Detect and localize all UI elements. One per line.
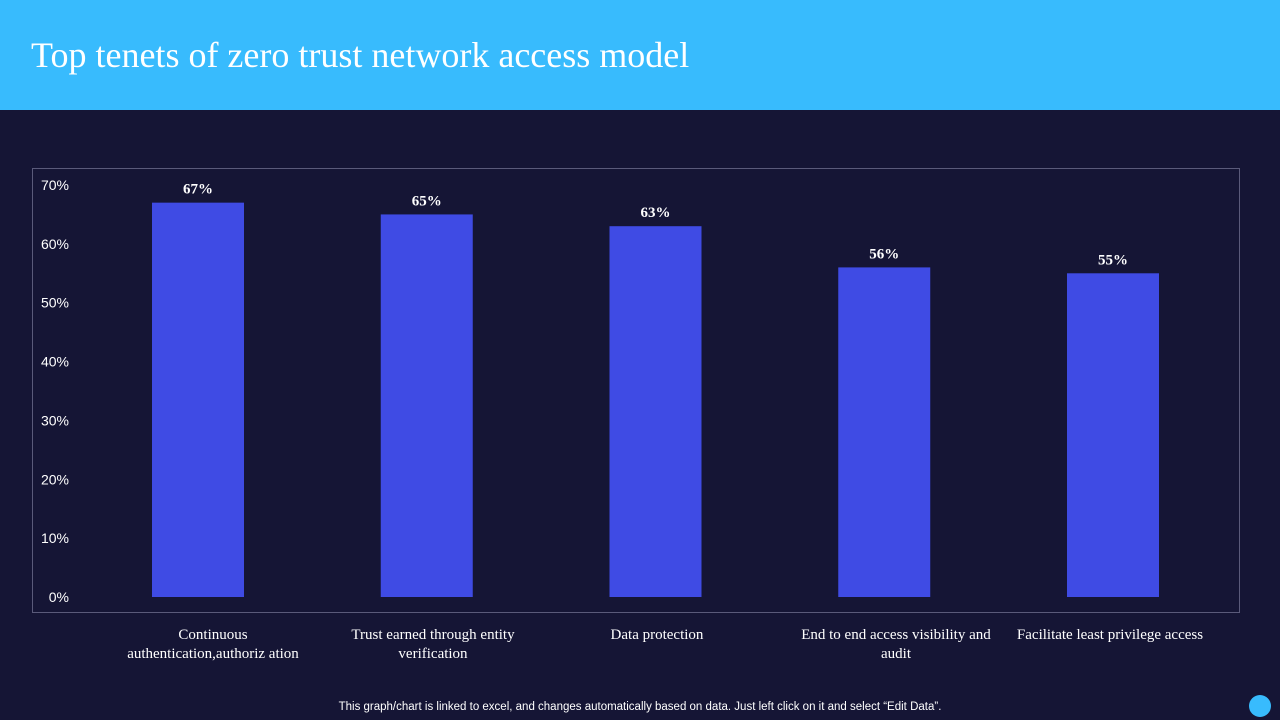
y-tick-label: 0% [49,589,69,605]
data-label-3: 63% [641,205,671,221]
data-label-5: 55% [1098,252,1128,268]
data-label-2: 65% [412,193,442,209]
category-label-3: Data protection [610,627,704,643]
data-label-4: 56% [869,246,899,262]
bar-1[interactable] [152,202,244,597]
category-label-1: Continuous authentication,authoriz ation [127,627,299,662]
bar-5[interactable] [1067,273,1159,597]
data-labels: 67% 65% 63% 56% 55% [183,182,1128,269]
page-title: Top tenets of zero trust network access … [31,35,690,75]
circle-icon [1249,695,1271,717]
data-label-1: 67% [183,182,213,198]
y-tick-label: 20% [41,471,69,487]
y-tick-label: 60% [41,236,69,252]
y-axis: 0% 10% 20% 30% 40% 50% 60% 70% [41,177,69,605]
bar-3[interactable] [609,226,702,597]
y-tick-label: 40% [41,354,69,370]
category-label-4: End to end access visibility and audit [801,627,991,662]
footnote: This graph/chart is linked to excel, and… [338,701,942,713]
y-tick-label: 10% [41,530,69,546]
y-tick-label: 70% [41,177,69,193]
header-bar: Top tenets of zero trust network access … [0,0,1280,110]
category-label-2: Trust earned through entity verification [351,627,515,662]
y-tick-label: 50% [41,295,69,311]
chart-frame [32,168,1240,613]
bar-series [152,202,1159,597]
bar-4[interactable] [838,267,931,597]
y-tick-label: 30% [41,412,69,428]
bar-2[interactable] [380,214,473,597]
category-label-5: Facilitate least privilege access [1016,627,1204,643]
